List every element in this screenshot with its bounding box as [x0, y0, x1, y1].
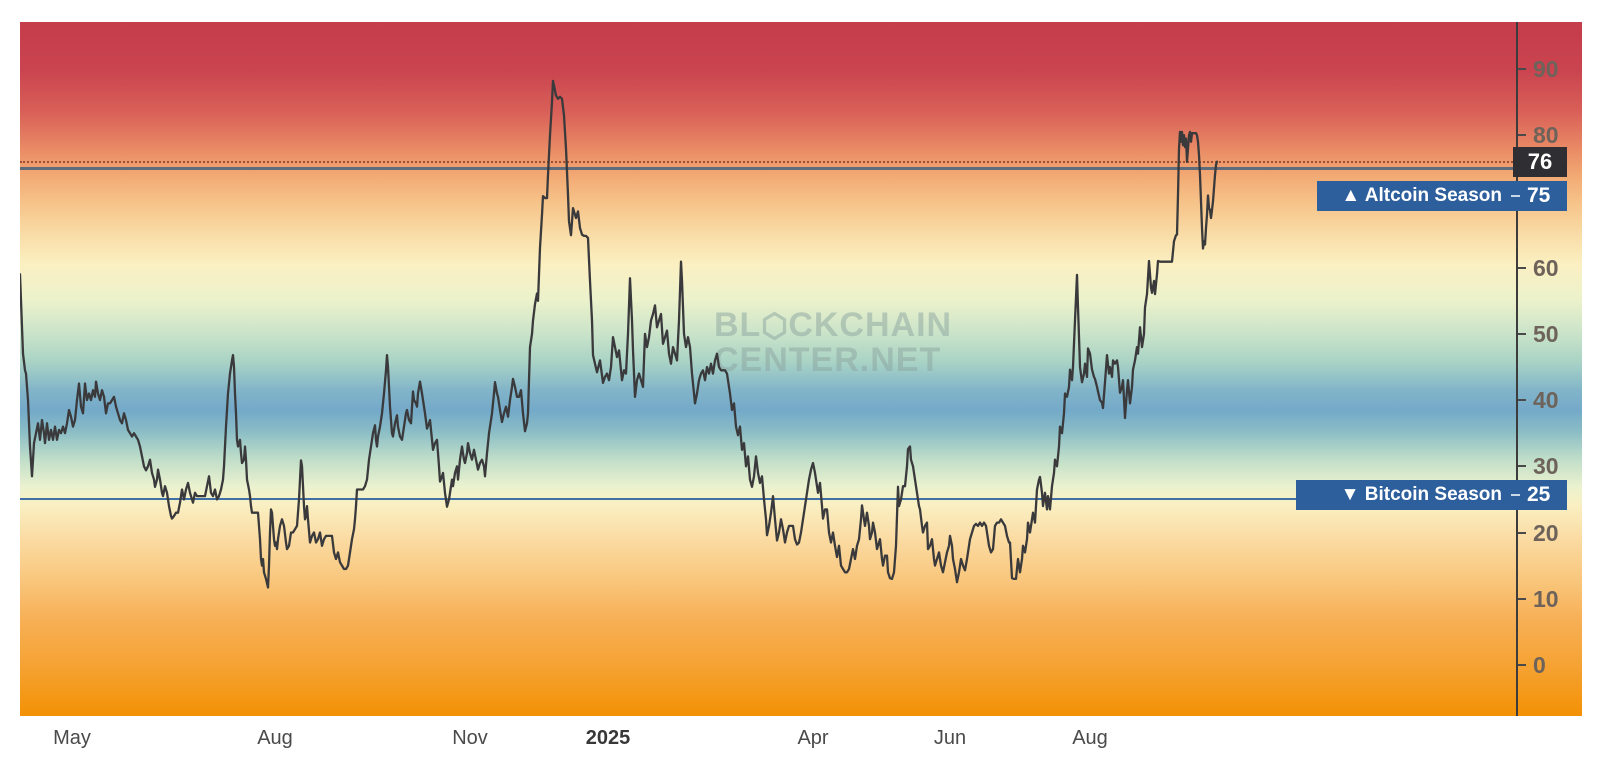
y-tick-10: [1518, 597, 1526, 600]
y-tick-label-30: 30: [1533, 453, 1559, 480]
y-tick-80: [1518, 134, 1526, 137]
index-line-path: [20, 79, 1219, 589]
y-tick-label-80: 80: [1533, 122, 1559, 149]
y-tick-label-90: 90: [1533, 56, 1559, 82]
y-tick-20: [1518, 531, 1526, 534]
y-tick-50: [1518, 332, 1526, 335]
y-tick-label-10: 10: [1533, 585, 1559, 612]
watermark-line-2: CENTER.NET: [714, 341, 942, 379]
altcoin-season-threshold-line: [20, 166, 1516, 170]
y-tick-label-60: 60: [1533, 254, 1559, 281]
altcoin-tick-dash: [1511, 195, 1520, 198]
current-value-badge: 76: [1513, 146, 1567, 177]
x-axis-label-apr: Apr: [797, 727, 829, 749]
y-tick-label-50: 50: [1533, 320, 1559, 347]
y-tick-40: [1518, 399, 1526, 402]
bitcoin-season-badge: ▼ Bitcoin Season 25: [1296, 480, 1567, 511]
index-line-chart: [20, 79, 1219, 589]
x-axis-label-aug: Aug: [1072, 727, 1108, 749]
watermark-text-prefix: BL: [714, 306, 762, 344]
y-tick-label-0: 0: [1533, 651, 1546, 678]
current-value-dotted-line: [20, 160, 1516, 163]
blockchaincenter-watermark: BL CKCHAIN CENTER.NET: [714, 308, 952, 378]
y-tick-label-20: 20: [1533, 519, 1559, 546]
bitcoin-season-label: ▼ Bitcoin Season: [1340, 484, 1502, 506]
watermark-text-suffix: CKCHAIN: [788, 306, 953, 344]
chart-plot-area[interactable]: BL CKCHAIN CENTER.NET: [20, 22, 1582, 716]
x-axis-label-may: May: [53, 727, 91, 749]
watermark-line-1: BL CKCHAIN: [714, 308, 952, 343]
altcoin-threshold-value: 75: [1527, 184, 1551, 208]
x-axis-label-jun: Jun: [933, 727, 967, 749]
bitcoin-threshold-value: 25: [1527, 483, 1551, 507]
y-tick-60: [1518, 266, 1526, 269]
y-tick-0: [1518, 663, 1526, 666]
altcoin-season-badge: ▲ Altcoin Season 75: [1317, 181, 1567, 212]
y-tick-90: [1518, 68, 1526, 70]
bitcoin-tick-dash: [1511, 494, 1520, 497]
y-axis-line: [1516, 22, 1518, 716]
y-tick-label-40: 40: [1533, 387, 1559, 414]
x-axis-label-nov: Nov: [452, 727, 488, 749]
hexagon-logo-icon: [763, 311, 787, 340]
altcoin-season-label: ▲ Altcoin Season: [1341, 185, 1502, 207]
current-value-text: 76: [1527, 148, 1553, 174]
bitcoin-season-threshold-line: [20, 498, 1296, 501]
y-tick-30: [1518, 465, 1526, 468]
x-axis-label-aug: Aug: [257, 727, 293, 749]
x-axis-label-2025: 2025: [585, 727, 631, 749]
